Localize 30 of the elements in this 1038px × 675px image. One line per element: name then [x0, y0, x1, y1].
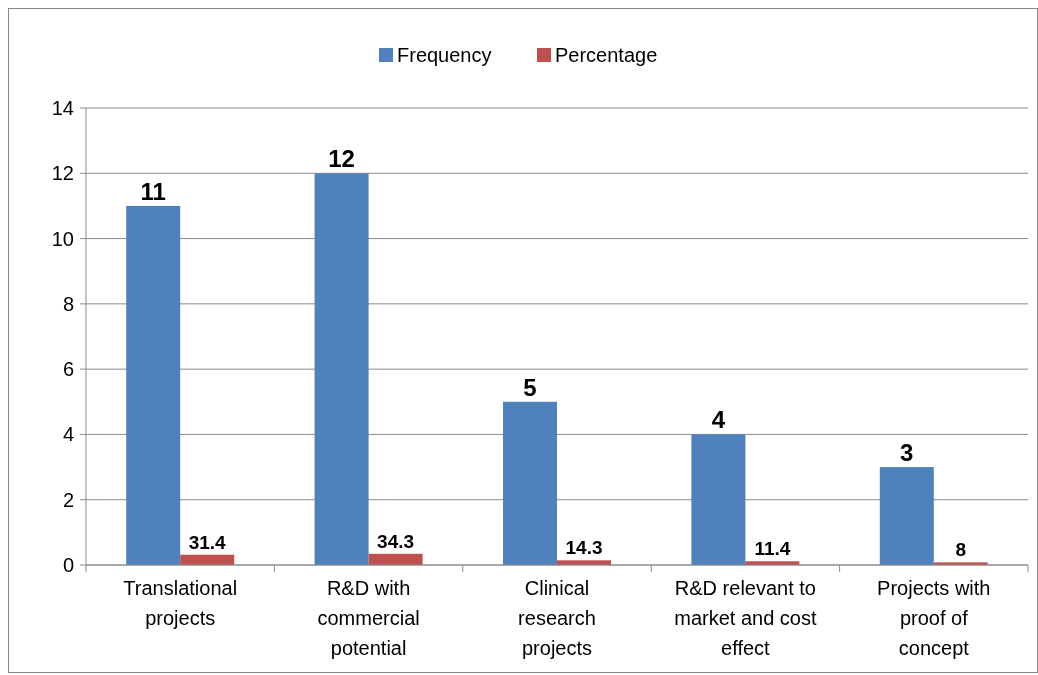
data-label: 3	[900, 439, 914, 467]
bar	[503, 401, 557, 565]
y-tick-label: 4	[62, 423, 74, 446]
data-label: 11.4	[754, 538, 791, 560]
legend-label: Percentage	[555, 44, 658, 66]
data-label: 31.4	[188, 531, 227, 553]
data-label: 34.3	[377, 530, 415, 552]
data-label: 8	[955, 539, 967, 561]
y-tick-label: 12	[51, 162, 74, 185]
data-label: 4	[711, 406, 726, 434]
bar	[879, 467, 934, 565]
bar	[314, 173, 369, 565]
y-tick-label: 6	[62, 358, 74, 381]
data-label: 11	[140, 177, 166, 205]
x-tick-label: R&D with commercial potential	[317, 577, 420, 659]
x-tick-label: Translational projects	[123, 577, 238, 629]
data-label: 12	[328, 145, 355, 173]
y-tick-label: 14	[51, 97, 74, 119]
data-label: 14.3	[565, 537, 603, 559]
x-tick-label: Clinical research projects	[518, 577, 596, 659]
bar	[126, 205, 181, 565]
bar	[691, 434, 746, 565]
data-label: 5	[523, 373, 537, 401]
y-tick-label: 10	[51, 227, 74, 250]
legend-label: Frequency	[397, 44, 492, 66]
y-tick-label: 0	[62, 554, 74, 576]
x-tick-label: R&D relevant to market and cost effect	[674, 577, 817, 659]
x-tick-label: Projects with proof of concept	[877, 577, 991, 659]
y-tick-label: 2	[62, 488, 74, 511]
y-tick-label: 8	[62, 292, 74, 315]
